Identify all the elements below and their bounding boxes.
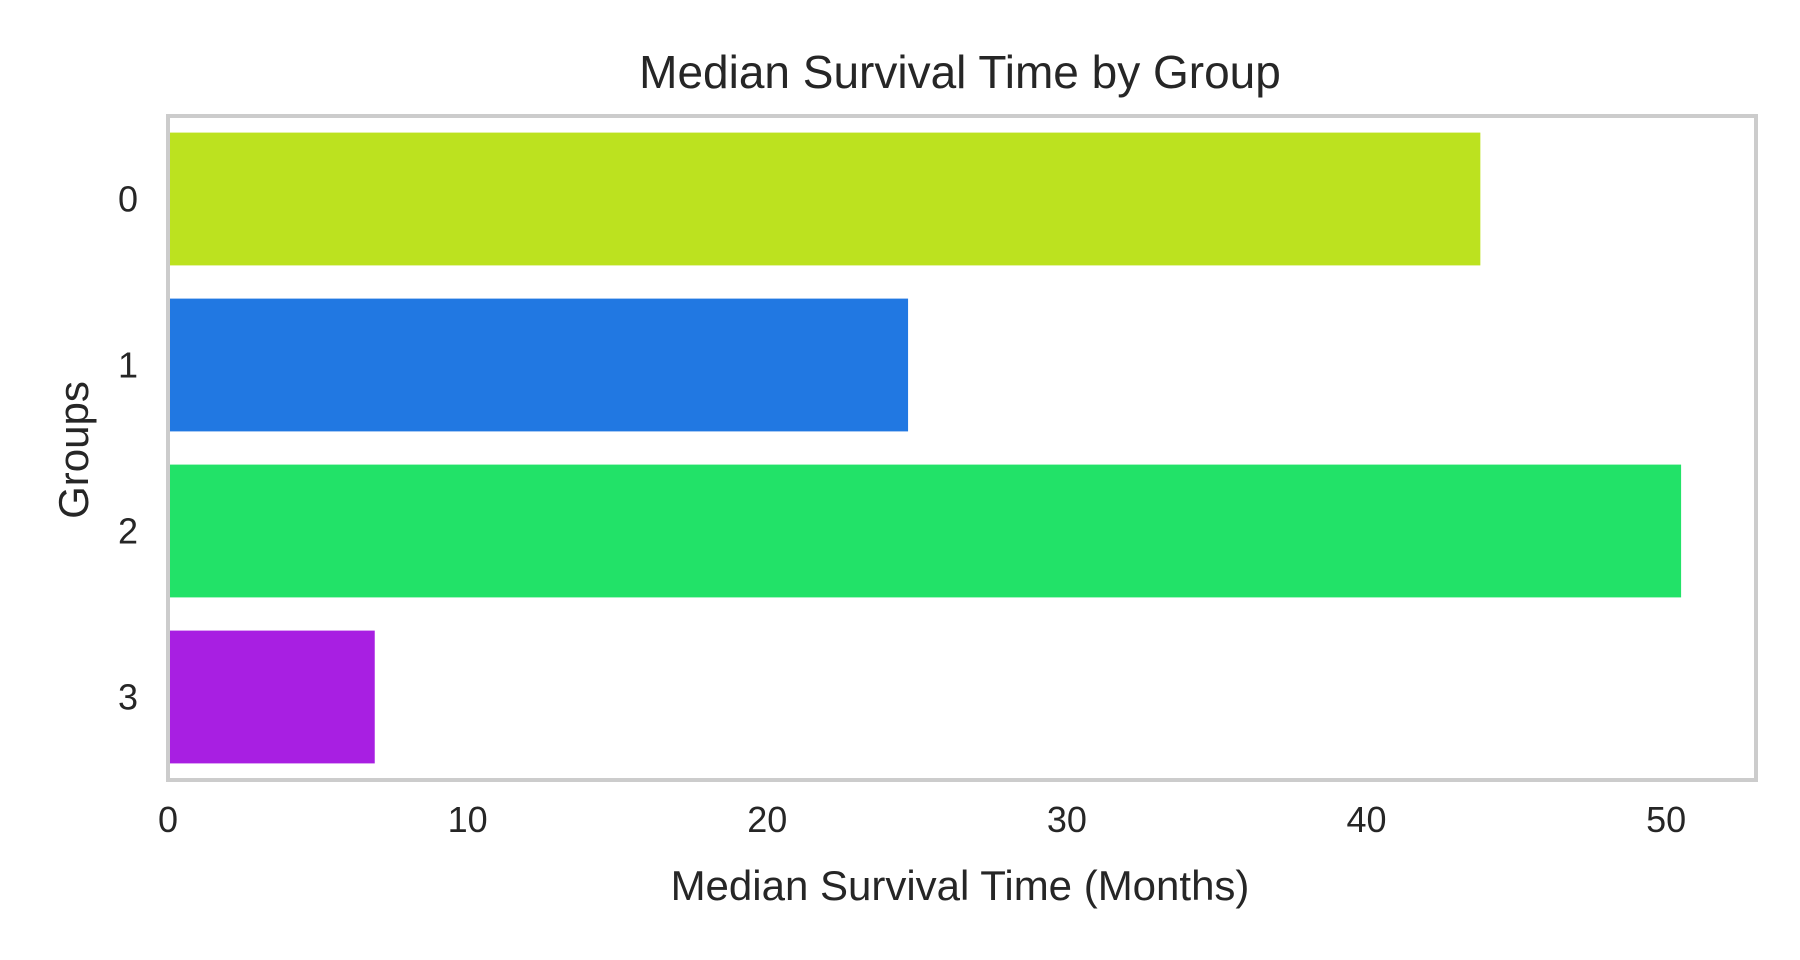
chart-title: Median Survival Time by Group <box>639 46 1281 98</box>
x-tick-label: 10 <box>448 799 488 840</box>
x-tick-label: 30 <box>1047 799 1087 840</box>
x-tick-label: 0 <box>158 799 178 840</box>
y-axis-label: Groups <box>50 381 97 519</box>
x-tick-label: 50 <box>1646 799 1686 840</box>
y-tick-label: 2 <box>118 511 138 552</box>
plot-frame <box>166 114 1758 782</box>
x-axis-label: Median Survival Time (Months) <box>671 862 1250 909</box>
y-tick-label: 1 <box>118 345 138 386</box>
y-tick-labels: 0 1 2 3 <box>118 179 138 718</box>
y-tick-label: 3 <box>118 677 138 718</box>
y-tick-label: 0 <box>118 179 138 220</box>
bar-group-1 <box>168 298 909 432</box>
bars-group <box>168 132 1682 764</box>
x-tick-labels: 0 10 20 30 40 50 <box>158 799 1686 840</box>
bar-group-0 <box>168 132 1481 266</box>
x-tick-label: 40 <box>1346 799 1386 840</box>
bar-group-2 <box>168 464 1682 598</box>
x-tick-label: 20 <box>747 799 787 840</box>
bar-group-3 <box>168 630 375 764</box>
